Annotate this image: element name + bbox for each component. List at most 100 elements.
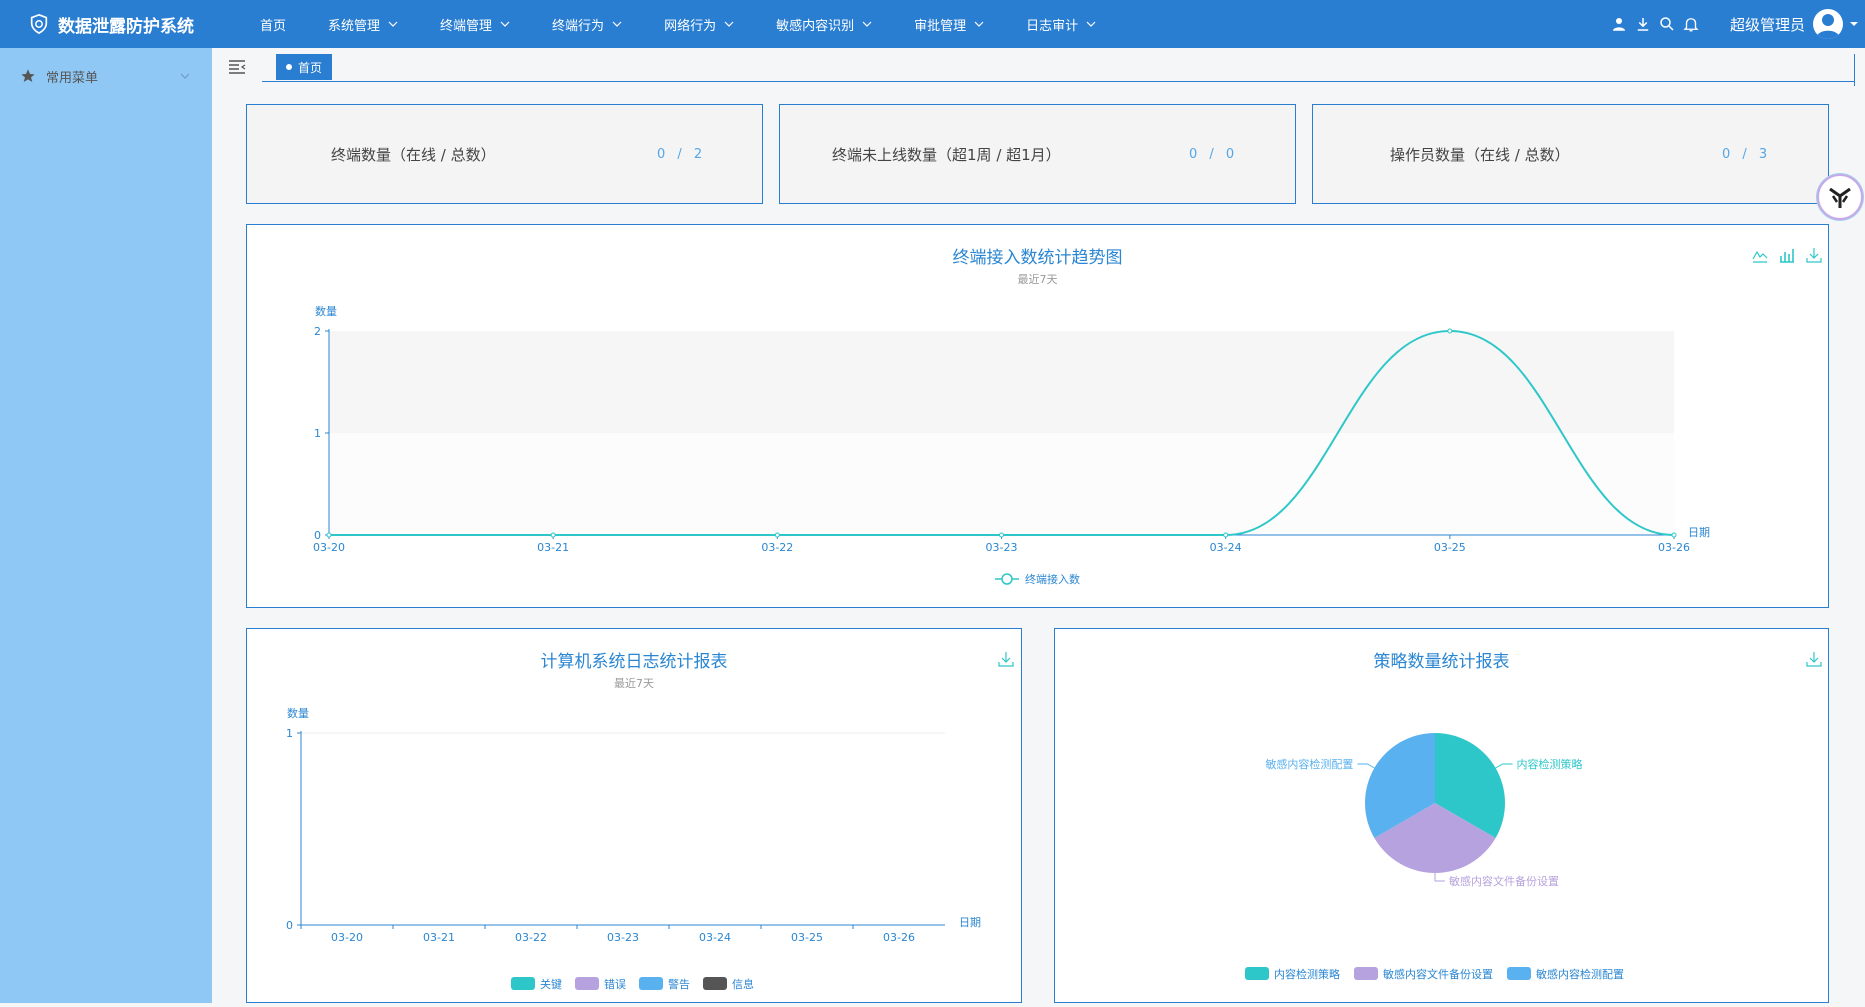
tab-label: 首页 [298,60,323,75]
legend-label: 信息 [732,977,754,991]
pie-label: 敏感内容文件备份设置 [1449,874,1559,888]
legend-label: 内容检测策略 [1274,967,1340,981]
active-dot [286,64,292,70]
chevron-down-icon [1086,21,1096,27]
stat-card-offline-terminals: 终端未上线数量（超1周 / 超1月） 0 / 0 [779,104,1296,204]
stat-value: 0 / 2 [657,146,707,162]
data-point [1671,532,1677,538]
chart-title: 终端接入数统计趋势图 [952,248,1123,268]
username[interactable]: 超级管理员 [1729,15,1805,34]
download-icon[interactable] [1634,15,1652,33]
legend-marker [1001,573,1013,585]
pie-label: 内容检测策略 [1517,757,1583,771]
floating-assistant-button[interactable] [1817,174,1863,220]
nav-item-label: 终端行为 [552,18,605,34]
y-tick-label: 0 [286,919,293,932]
system-log-panel: 计算机系统日志统计报表 最近7天 数量 日期 0 1 03-20 03-21 03-22 03… [246,628,1022,1003]
legend-label: 终端接入数 [1025,572,1080,586]
x-tick-label: 03-25 [791,931,823,944]
legend-label: 敏感内容检测配置 [1536,967,1624,981]
pie-slice [1374,803,1496,873]
x-tick-label: 03-20 [331,931,363,944]
y-tick-label: 1 [286,727,293,740]
data-point [1447,328,1453,334]
x-tick-label: 03-22 [761,541,793,554]
nav-item[interactable]: 日志审计 [1026,0,1096,48]
save-image-icon[interactable] [1806,651,1822,667]
search-icon[interactable] [1658,15,1676,33]
scrollbar[interactable] [1854,54,1855,86]
shield-logo-icon [30,13,48,35]
nav-item[interactable]: 终端管理 [440,0,510,48]
app-brand[interactable]: 数据泄露防护系统 [0,12,250,37]
nav-item[interactable]: 审批管理 [914,0,984,48]
pie-slice [1365,733,1435,838]
label-line [1434,873,1445,882]
bar-chart-toggle-icon[interactable] [1779,247,1795,263]
data-point [1223,532,1229,538]
stat-card-operators: 操作员数量（在线 / 总数） 0 / 3 [1312,104,1829,204]
nav-item[interactable]: 系统管理 [328,0,398,48]
top-navigation-bar: 数据泄露防护系统 首页 系统管理 终端管理 终端行为 网络行为 敏感内容识别 审批管理 日志审… [0,0,1865,48]
stat-label: 终端未上线数量（超1周 / 超1月） [832,145,1061,164]
chevron-down-icon[interactable] [1849,19,1859,29]
data-point [999,532,1004,538]
legend-label: 敏感内容文件备份设置 [1383,967,1493,981]
tab-home[interactable]: 首页 [276,54,333,80]
stat-value: 0 / 0 [1189,146,1239,162]
x-tick-label: 03-21 [423,931,455,944]
chart-subtitle: 最近7天 [1017,273,1058,286]
top-right-tools: 超级管理员 [1610,0,1865,48]
grid-band [329,433,1674,535]
nav-item-label: 系统管理 [328,18,381,34]
app-title: 数据泄露防护系统 [58,16,194,37]
nav-item-label: 首页 [260,18,287,34]
x-tick-label: 03-23 [986,541,1018,554]
chevron-down-icon [974,21,984,27]
y-axis-label: 数量 [315,305,337,318]
nav-item-label: 网络行为 [664,18,717,34]
x-tick-label: 03-21 [537,541,569,554]
legend-swatch [1354,967,1378,980]
legend-label: 警告 [668,977,690,991]
nav-item-label: 终端管理 [440,18,493,34]
main-nav: 首页 系统管理 终端管理 终端行为 网络行为 敏感内容识别 审批管理 日志审计 [250,0,1138,48]
x-axis-label: 日期 [1688,526,1710,539]
x-tick-label: 03-26 [1658,541,1690,554]
chart-title: 计算机系统日志统计报表 [540,652,728,672]
save-image-icon[interactable] [998,651,1014,667]
grid-band [329,331,1674,433]
terminal-access-trend-panel: 终端接入数统计趋势图 最近7天 数量 日期 0 1 2 03-20 03-21 03-22 03… [246,224,1829,608]
legend-label: 错误 [604,977,626,991]
line-chart-toggle-icon[interactable] [1752,247,1768,263]
assistant-icon [1829,187,1851,208]
sidebar-item-favorites[interactable]: 常用菜单 [0,48,212,104]
nav-item[interactable]: 首页 [260,0,286,48]
x-tick-label: 03-20 [313,541,345,554]
user-icon[interactable] [1610,15,1628,33]
legend-swatch [1507,967,1531,980]
y-tick-label: 2 [314,325,321,338]
series-line-terminal-access [329,329,1675,537]
chevron-down-icon [388,21,398,27]
legend-swatch [703,977,727,990]
avatar-user-icon [1816,14,1840,39]
chevron-down-icon [862,21,872,27]
bell-icon[interactable] [1682,15,1700,33]
y-tick-label: 1 [314,427,321,440]
legend-swatch [1245,967,1269,980]
sidebar: 常用菜单 [0,48,212,1003]
nav-item-label: 审批管理 [914,18,967,34]
avatar[interactable] [1813,9,1843,39]
chart-title: 策略数量统计报表 [1373,652,1510,672]
nav-item[interactable]: 终端行为 [552,0,622,48]
menu-collapse-icon[interactable] [228,58,246,76]
nav-item[interactable]: 网络行为 [664,0,734,48]
tabbar-divider [262,81,1854,82]
legend-swatch [639,977,663,990]
x-tick-label: 03-23 [607,931,639,944]
pie-slice [1435,733,1505,838]
save-image-icon[interactable] [1806,247,1822,263]
nav-item[interactable]: 敏感内容识别 [776,0,872,48]
